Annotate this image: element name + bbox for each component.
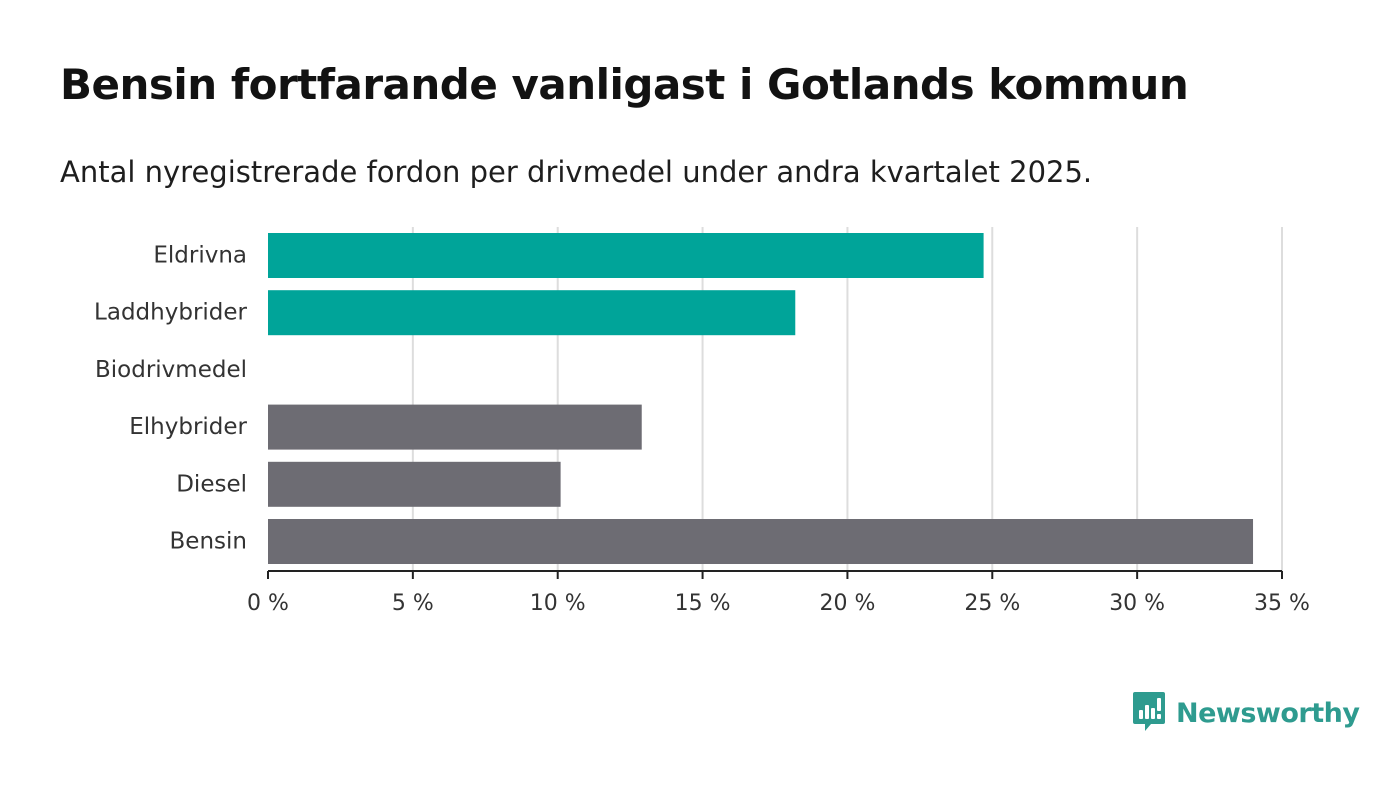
bar-diesel	[268, 461, 561, 507]
bars	[268, 233, 1254, 564]
x-tick-label: 10 %	[530, 591, 586, 616]
category-label: Elhybrider	[129, 414, 247, 440]
chart-title: Bensin fortfarande vanligast i Gotlands …	[60, 60, 1189, 109]
category-label: Bensin	[170, 529, 247, 555]
bar-laddhybrider	[268, 290, 796, 336]
category-label: Laddhybrider	[94, 300, 247, 326]
bar-bensin	[268, 519, 1254, 564]
brand-logo: Newsworthy	[1132, 691, 1360, 735]
bar-eldrivna	[268, 233, 984, 278]
x-tick-label: 35 %	[1254, 591, 1310, 616]
category-label: Eldrivna	[153, 243, 247, 269]
x-tick-label: 30 %	[1109, 591, 1165, 616]
category-label: Biodrivmedel	[95, 357, 247, 383]
x-tick-label: 25 %	[964, 591, 1020, 616]
x-tick-label: 15 %	[675, 591, 731, 616]
x-tick-label: 0 %	[247, 591, 289, 616]
bar-elhybrider	[268, 404, 642, 450]
x-tick-label: 20 %	[819, 591, 875, 616]
chart-subtitle: Antal nyregistrerade fordon per drivmede…	[60, 155, 1093, 189]
category-label: Diesel	[176, 471, 247, 497]
x-tick-label: 5 %	[392, 591, 434, 616]
category-labels: Eldrivna Laddhybrider Biodrivmedel Elhybrid…	[94, 243, 247, 555]
grid-lines	[411, 227, 1283, 571]
brand-name: Newsworthy	[1176, 697, 1360, 729]
newsworthy-logo-icon	[1132, 691, 1166, 735]
x-axis: 0 % 5 % 10 % 15 % 20 % 25 % 30 % 35 %	[247, 570, 1310, 616]
